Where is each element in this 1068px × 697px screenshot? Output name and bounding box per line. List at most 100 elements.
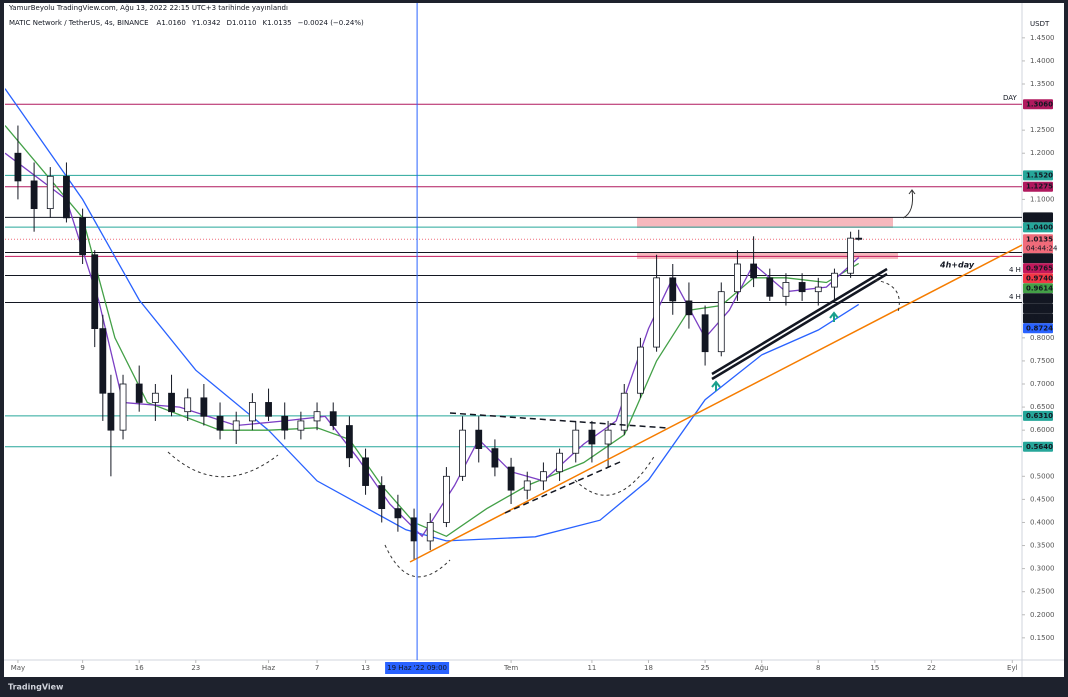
x-tick-label: 9 — [80, 664, 84, 672]
price-tag-label: 0.5640 — [1026, 443, 1053, 451]
x-tick-label: Haz — [262, 664, 276, 672]
trend-line — [711, 272, 888, 381]
annotation: 4 H — [1009, 266, 1021, 274]
candle-body — [798, 282, 806, 293]
price-tag — [1023, 441, 1053, 452]
candle-body — [107, 392, 115, 431]
y-tick-label: 0.3000 — [1030, 565, 1055, 573]
candle-body — [831, 272, 838, 288]
x-tick-label: 16 — [135, 664, 144, 672]
trend-line — [504, 461, 621, 514]
candle-body — [151, 392, 159, 403]
candle-body — [766, 277, 774, 297]
candle-body — [669, 277, 677, 302]
ohlc-value: K1.0135 — [263, 19, 292, 27]
candle-body — [410, 517, 418, 542]
candle-body — [232, 420, 240, 431]
y-tick-label: 0.5000 — [1030, 472, 1055, 480]
candle-body — [701, 314, 709, 353]
candle-body — [329, 411, 337, 426]
price-tag — [1023, 170, 1053, 181]
candle-body — [782, 282, 790, 297]
y-tick-label: 1.4000 — [1030, 57, 1055, 65]
y-tick-label: 0.3500 — [1030, 542, 1055, 550]
price-tag — [1023, 253, 1053, 264]
price-tag — [1023, 323, 1053, 334]
brand: TradingView — [8, 683, 64, 692]
y-tick-label: 0.7500 — [1030, 357, 1055, 365]
price-tag — [1023, 313, 1053, 324]
y-tick-label: 0.8000 — [1030, 334, 1055, 342]
price-tag — [1023, 99, 1053, 110]
y-tick-label: 0.4000 — [1030, 518, 1055, 526]
candle-body — [63, 175, 70, 219]
candle-body — [426, 522, 434, 542]
price-tag-label: 1.0610 — [1026, 213, 1053, 221]
price-tag-label: 1.0400 — [1026, 223, 1053, 231]
candle-body — [475, 429, 483, 450]
candle-body — [91, 254, 99, 330]
price-tag-label: 1.1520 — [1026, 171, 1053, 179]
candle-body — [216, 415, 224, 431]
x-tick-label: Tem — [503, 664, 518, 672]
trend-line — [711, 267, 888, 376]
y-tick-label: 1.4500 — [1030, 34, 1055, 42]
y-tick-label: 0.4500 — [1030, 495, 1055, 503]
price-tags: 1.3060 1.1520 1.1275 1.0610 1.0400 1.013504:4… — [1023, 99, 1058, 452]
y-tick-label: 1.3500 — [1030, 80, 1055, 88]
price-tag — [1023, 293, 1053, 304]
candle-body — [604, 429, 612, 445]
annotation: 4h+day — [939, 261, 975, 270]
candle-body — [14, 152, 22, 182]
candle-body — [685, 300, 693, 316]
candle-body — [847, 237, 855, 274]
candles — [14, 125, 863, 560]
candle-body — [297, 420, 305, 431]
candle-body — [734, 263, 741, 293]
currency: USDT — [1030, 20, 1050, 28]
candle-body — [394, 508, 402, 519]
candle-body — [265, 402, 272, 417]
x-tick-label: 7 — [315, 664, 319, 672]
price-tag — [1023, 181, 1053, 192]
y-tick-label: 0.2500 — [1030, 588, 1055, 596]
candle-body — [184, 397, 192, 413]
price-tag — [1023, 273, 1053, 284]
price-tag-label: 0.8767 — [1026, 314, 1053, 322]
price-tag — [1023, 234, 1053, 254]
y-tick-label: 0.1500 — [1030, 634, 1055, 642]
x-tick-label: 8 — [816, 664, 820, 672]
candle-body — [588, 429, 596, 445]
publisher: YamurBeyolu TradingView.com, Ağu 13, 202… — [8, 4, 288, 12]
candle-body — [362, 457, 369, 486]
dashed-arc — [574, 454, 656, 496]
countdown: 04:44:24 — [1026, 244, 1058, 252]
candle-body — [523, 480, 531, 491]
candle-body — [281, 415, 289, 431]
price-tag-label: 0.9740 — [1026, 274, 1053, 282]
candle-body — [556, 452, 563, 473]
resistance-zone — [637, 217, 893, 228]
candle-body — [313, 411, 321, 422]
candle-body — [248, 402, 256, 422]
annotation: DAY — [1003, 94, 1018, 102]
price-tag-label: 1.1275 — [1026, 183, 1053, 191]
x-tick-label: 13 — [361, 664, 370, 672]
price-tag-label: 0.9350 — [1026, 294, 1053, 302]
trend-line — [449, 412, 669, 429]
x-tick-label: Eyl — [1007, 664, 1018, 672]
price-tag-label: 0.8724 — [1026, 324, 1053, 332]
crosshair-label-box — [385, 662, 450, 674]
arrow — [711, 380, 721, 391]
chart-background — [4, 3, 1064, 677]
trend-drawings — [167, 189, 1022, 578]
x-tick-label: May — [11, 664, 25, 672]
price-tag — [1023, 410, 1053, 421]
candle-body — [79, 217, 87, 256]
candle-body — [507, 466, 515, 491]
candle-body — [119, 383, 127, 431]
price-tag-label: 0.6310 — [1026, 412, 1053, 420]
x-tick-label: Ağu — [755, 664, 769, 672]
candle-body — [378, 485, 386, 510]
